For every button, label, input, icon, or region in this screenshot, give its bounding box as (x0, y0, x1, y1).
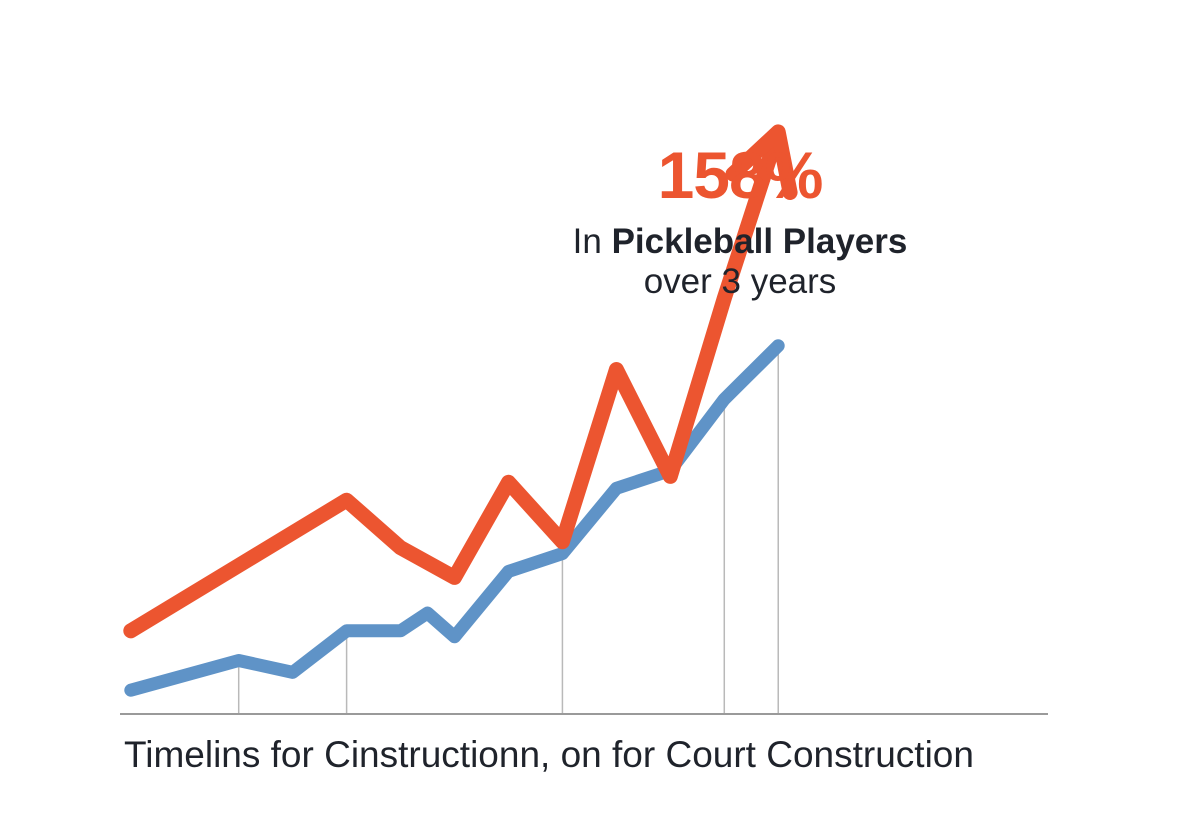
series-line-construction (124, 339, 785, 697)
headline-period: over 3 years (643, 262, 837, 302)
headline-emphasis: Pickleball Players (611, 221, 908, 261)
headline-prefix: In (572, 221, 612, 261)
x-axis-label: Timelins for Cinstructionn, on for Court… (124, 734, 974, 775)
headline-percent: 158% (657, 138, 824, 212)
headline-subject: In Pickleball Players (520, 222, 960, 262)
headline-callout: 158% In Pickleball Players over 3 years (520, 138, 960, 302)
